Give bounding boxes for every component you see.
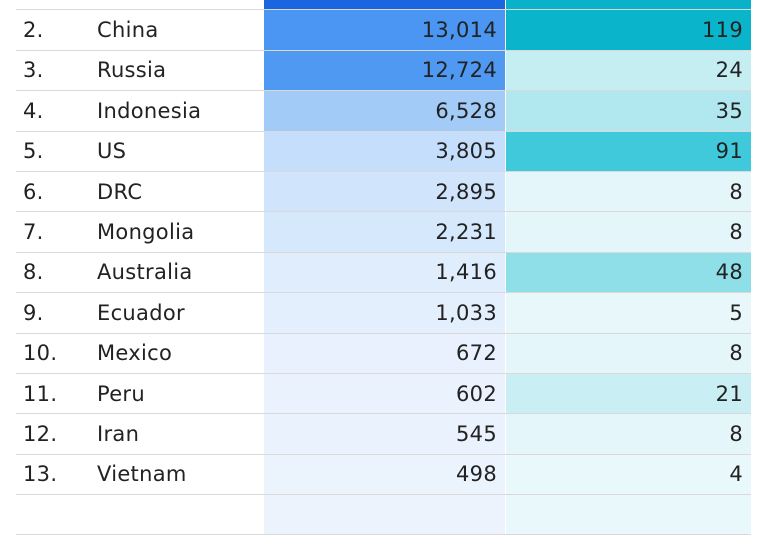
data-table: 2. China 13,014 119 3. Russia 12,724 24 4. Indone…: [16, 0, 751, 535]
rank-cell: 10.: [23, 341, 58, 366]
country-cell: Peru: [97, 381, 145, 406]
value-a-cell: 12,724: [264, 50, 505, 91]
country-cell: Iran: [97, 421, 140, 446]
table-row: 3. Russia 12,724 24: [16, 50, 751, 92]
country-cell: [97, 495, 257, 534]
rank-cell: 4.: [23, 98, 44, 123]
country-cell: Mongolia: [97, 220, 195, 245]
value-b-cell: 91: [506, 131, 751, 171]
value-b-cell: 21: [506, 373, 751, 414]
value-b-cell: 5: [506, 293, 751, 333]
table-row: 8. Australia 1,416 48: [16, 252, 751, 294]
rank-cell: 13.: [23, 462, 58, 487]
table-row: 2. China 13,014 119: [16, 10, 751, 51]
rank-cell: 12.: [23, 421, 58, 446]
value-b-cell: 35: [506, 91, 751, 131]
table-row: 6. DRC 2,895 8: [16, 171, 751, 213]
table-row: 5. US 3,805 91: [16, 131, 751, 172]
value-a-cell: 1,033: [264, 293, 505, 333]
country-cell: Australia: [97, 260, 193, 285]
table-row: 4. Indonesia 6,528 35: [16, 91, 751, 132]
rank-cell: 3.: [23, 58, 44, 83]
value-a-cell: [264, 0, 505, 10]
country-cell: [97, 0, 257, 9]
value-a-cell: 6,528: [264, 91, 505, 131]
value-a-cell: 1,416: [264, 252, 505, 293]
country-cell: Ecuador: [97, 300, 185, 325]
country-cell: DRC: [97, 179, 143, 204]
table-row: 12. Iran 545 8: [16, 414, 751, 455]
value-b-cell: 8: [506, 333, 751, 373]
country-cell: Mexico: [97, 341, 173, 366]
country-cell: China: [97, 18, 159, 43]
rank-cell: 11.: [23, 381, 58, 406]
value-a-cell: 2,895: [264, 171, 505, 212]
value-a-cell: 602: [264, 373, 505, 414]
country-cell: Vietnam: [97, 462, 187, 487]
table-row: [16, 0, 751, 11]
value-b-cell: [506, 0, 751, 10]
rank-cell: 9.: [23, 300, 44, 325]
value-b-cell: 119: [506, 10, 751, 50]
value-b-cell: [506, 495, 751, 535]
rank-cell: 6.: [23, 179, 44, 204]
value-a-cell: 13,014: [264, 10, 505, 50]
rank-cell: [23, 0, 83, 9]
value-a-cell: 3,805: [264, 131, 505, 171]
rank-cell: 2.: [23, 18, 44, 43]
rank-cell: 8.: [23, 260, 44, 285]
value-a-cell: 498: [264, 454, 505, 495]
value-b-cell: 48: [506, 252, 751, 293]
value-b-cell: 8: [506, 171, 751, 212]
rank-cell: 7.: [23, 220, 44, 245]
value-a-cell: 2,231: [264, 212, 505, 252]
table-row: 11. Peru 602 21: [16, 373, 751, 415]
value-b-cell: 8: [506, 212, 751, 252]
table-row: [16, 495, 751, 535]
value-b-cell: 8: [506, 414, 751, 454]
country-cell: US: [97, 139, 127, 164]
table-row: 7. Mongolia 2,231 8: [16, 212, 751, 253]
table-row: 13. Vietnam 498 4: [16, 454, 751, 496]
table-row: 9. Ecuador 1,033 5: [16, 293, 751, 334]
country-cell: Russia: [97, 58, 167, 83]
value-a-cell: 545: [264, 414, 505, 454]
value-a-cell: [264, 495, 505, 535]
table-row: 10. Mexico 672 8: [16, 333, 751, 374]
value-b-cell: 24: [506, 50, 751, 91]
value-a-cell: 672: [264, 333, 505, 373]
country-cell: Indonesia: [97, 98, 202, 123]
rank-cell: [23, 495, 83, 534]
value-b-cell: 4: [506, 454, 751, 495]
rank-cell: 5.: [23, 139, 44, 164]
